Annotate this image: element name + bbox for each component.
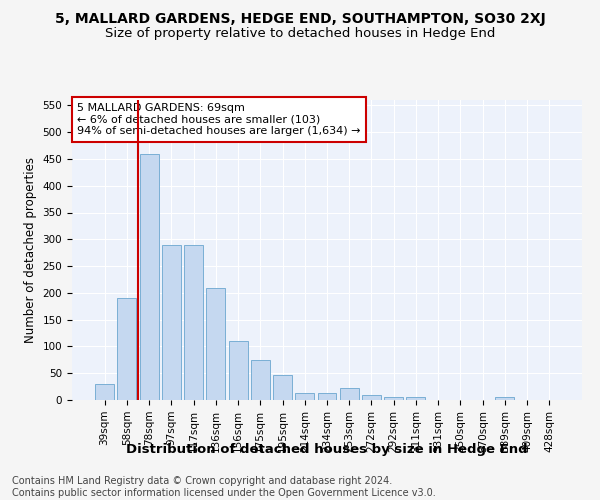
Bar — [362, 394, 381, 400]
Bar — [317, 393, 337, 400]
Bar — [273, 375, 292, 400]
Bar — [295, 393, 314, 400]
Bar — [118, 298, 136, 400]
Text: 5 MALLARD GARDENS: 69sqm
← 6% of detached houses are smaller (103)
94% of semi-d: 5 MALLARD GARDENS: 69sqm ← 6% of detache… — [77, 103, 361, 136]
Bar — [95, 384, 114, 400]
Text: 5, MALLARD GARDENS, HEDGE END, SOUTHAMPTON, SO30 2XJ: 5, MALLARD GARDENS, HEDGE END, SOUTHAMPT… — [55, 12, 545, 26]
Bar — [184, 244, 203, 400]
Bar — [162, 244, 181, 400]
Bar — [140, 154, 158, 400]
Y-axis label: Number of detached properties: Number of detached properties — [24, 157, 37, 343]
Text: Size of property relative to detached houses in Hedge End: Size of property relative to detached ho… — [105, 28, 495, 40]
Bar — [251, 360, 270, 400]
Text: Distribution of detached houses by size in Hedge End: Distribution of detached houses by size … — [126, 442, 528, 456]
Bar — [384, 398, 403, 400]
Bar — [206, 288, 225, 400]
Bar — [340, 388, 359, 400]
Bar — [496, 398, 514, 400]
Bar — [406, 398, 425, 400]
Bar — [229, 341, 248, 400]
Text: Contains HM Land Registry data © Crown copyright and database right 2024.
Contai: Contains HM Land Registry data © Crown c… — [12, 476, 436, 498]
